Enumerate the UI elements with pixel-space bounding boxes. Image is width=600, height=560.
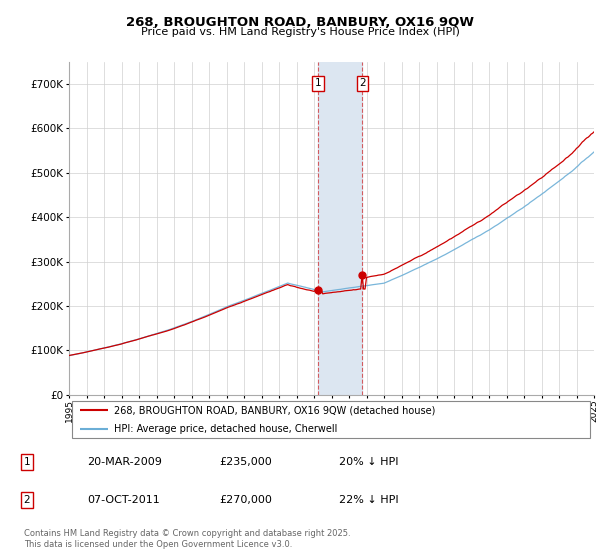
Text: Contains HM Land Registry data © Crown copyright and database right 2025.
This d: Contains HM Land Registry data © Crown c… — [24, 529, 350, 549]
Text: 268, BROUGHTON ROAD, BANBURY, OX16 9QW (detached house): 268, BROUGHTON ROAD, BANBURY, OX16 9QW (… — [113, 405, 435, 415]
Text: £270,000: £270,000 — [219, 494, 272, 505]
Text: HPI: Average price, detached house, Cherwell: HPI: Average price, detached house, Cher… — [113, 424, 337, 433]
Text: 07-OCT-2011: 07-OCT-2011 — [87, 494, 160, 505]
Text: 2: 2 — [359, 78, 366, 88]
Bar — [318, 62, 362, 395]
Text: 2: 2 — [23, 494, 31, 505]
Text: 22% ↓ HPI: 22% ↓ HPI — [339, 494, 398, 505]
Text: Price paid vs. HM Land Registry's House Price Index (HPI): Price paid vs. HM Land Registry's House … — [140, 27, 460, 37]
Text: 1: 1 — [23, 457, 31, 467]
Text: 268, BROUGHTON ROAD, BANBURY, OX16 9QW: 268, BROUGHTON ROAD, BANBURY, OX16 9QW — [126, 16, 474, 29]
Text: £235,000: £235,000 — [219, 457, 272, 467]
FancyBboxPatch shape — [71, 401, 590, 438]
Text: 1: 1 — [314, 78, 321, 88]
Text: 20% ↓ HPI: 20% ↓ HPI — [339, 457, 398, 467]
Text: 20-MAR-2009: 20-MAR-2009 — [87, 457, 162, 467]
